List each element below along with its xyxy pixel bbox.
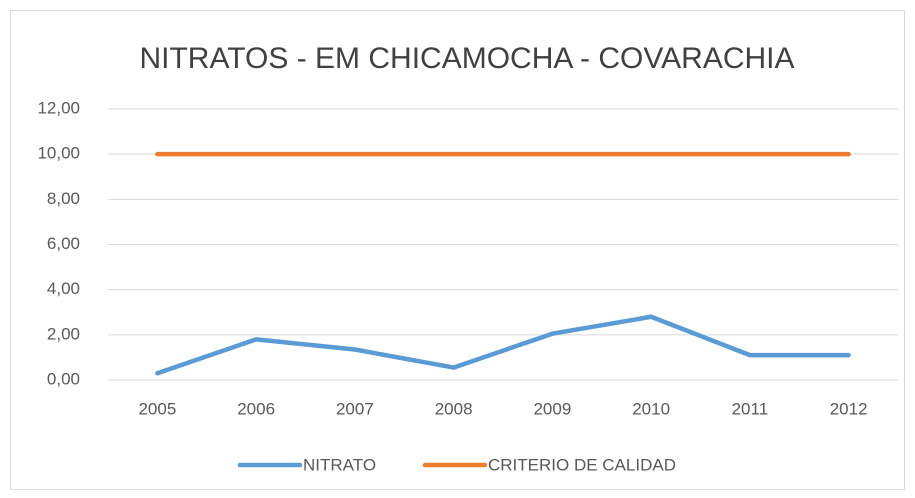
x-tick-label: 2009 <box>533 399 571 418</box>
y-tick-label: 6,00 <box>47 234 80 253</box>
chart-border <box>10 10 905 490</box>
y-tick-label: 12,00 <box>37 98 80 117</box>
chart-title: NITRATOS - EM CHICAMOCHA - COVARACHIA <box>139 42 794 75</box>
x-tick-label: 2007 <box>336 399 374 418</box>
x-tick-label: 2006 <box>237 399 275 418</box>
y-tick-label: 8,00 <box>47 189 80 208</box>
legend-label: CRITERIO DE CALIDAD <box>488 455 676 474</box>
y-tick-label: 0,00 <box>47 369 80 388</box>
x-tick-label: 2008 <box>435 399 473 418</box>
x-tick-label: 2010 <box>632 399 670 418</box>
series-line <box>155 314 851 376</box>
x-tick-label: 2011 <box>732 399 769 418</box>
y-tick-label: 4,00 <box>47 279 80 298</box>
x-tick-label: 2012 <box>830 399 868 418</box>
legend-label: NITRATO <box>303 455 376 474</box>
x-tick-label: 2005 <box>138 399 176 418</box>
y-tick-label: 10,00 <box>37 144 80 163</box>
y-tick-label: 2,00 <box>47 324 80 343</box>
